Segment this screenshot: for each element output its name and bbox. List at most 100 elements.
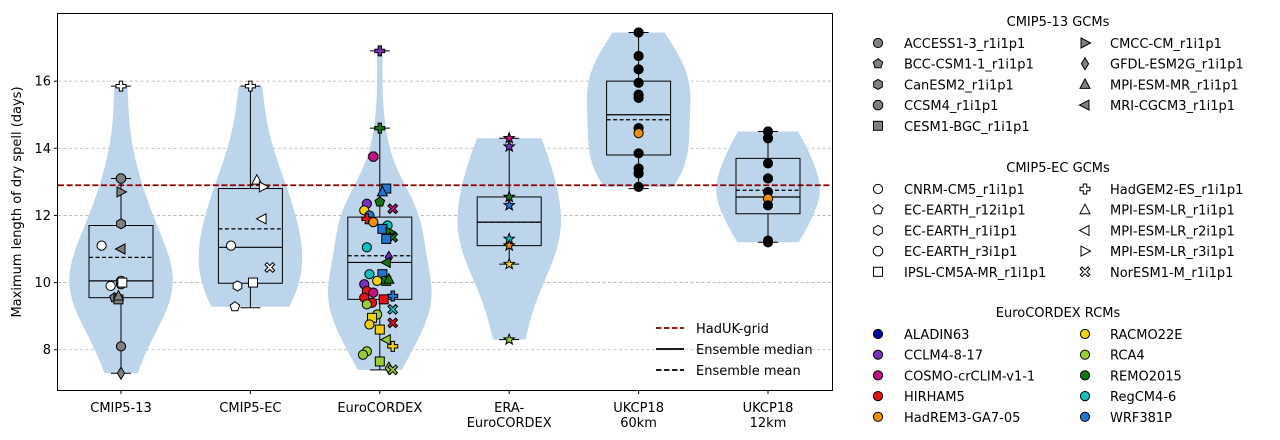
data-point [633, 168, 644, 179]
data-point [633, 148, 644, 159]
line-legend: HadUK-grid Ensemble median Ensemble mean [656, 322, 813, 379]
data-point [264, 261, 276, 273]
legend-marker [1079, 203, 1091, 215]
violin [198, 86, 303, 307]
x-tick-label: EuroCORDEX [467, 416, 552, 431]
plot-frame [57, 13, 833, 391]
legend-marker [872, 99, 884, 111]
legend-item-label: CanESM2_r1i1p1 [904, 78, 1014, 93]
y-tick-label: 16 [34, 75, 51, 90]
legend-marker [873, 120, 883, 131]
data-point [364, 269, 375, 280]
x-tick-label: UKCP18 [743, 401, 794, 416]
data-point [115, 80, 127, 92]
legend-marker [1079, 77, 1091, 89]
x-tick-label: UKCP18 [613, 401, 664, 416]
model-legend: CMIP5-13 GCMs ACCESS1-3_r1i1p1 BCC-CSM1-1_… [872, 15, 1244, 426]
x-tick-label: ERA- [494, 401, 524, 416]
data-point [105, 280, 116, 292]
data-point [115, 173, 127, 184]
data-point [383, 272, 395, 284]
data-point [379, 256, 391, 269]
data-point [112, 289, 125, 301]
legend-marker [872, 204, 884, 215]
data-point [361, 242, 372, 253]
legend-item-label: GFDL-ESM2G_r1i1p1 [1110, 58, 1244, 73]
data-point [387, 203, 399, 215]
legend-marker [872, 391, 884, 402]
data-point [96, 240, 107, 251]
legend-item-label: HadGEM2-ES_r1i1p1 [1110, 183, 1243, 198]
legend-marker [1079, 183, 1091, 195]
legend-marker [1080, 37, 1092, 49]
data-point [762, 173, 774, 184]
legend-marker [873, 224, 883, 236]
legend-item-label: ALADIN63 [904, 328, 969, 343]
data-point [376, 185, 389, 197]
violin [69, 86, 173, 374]
legend-item-label: RegCM4-6 [1110, 390, 1176, 405]
legend-item-label: EC-EARTH_r1i1p1 [904, 224, 1017, 239]
data-point [387, 303, 399, 315]
data-point [244, 80, 256, 92]
legend-item-label: MPI-ESM-LR_r2i1p1 [1110, 224, 1235, 239]
data-point [502, 139, 516, 153]
legend-item-label: MRI-CGCM3_r1i1p1 [1110, 99, 1235, 114]
legend-marker [872, 370, 884, 381]
y-axis-label: Maximum length of dry spell (days) [10, 86, 25, 317]
x-tick-label: 60km [620, 416, 657, 431]
legend-item-label: CNRM-CM5_r1i1p1 [904, 183, 1025, 198]
y-gridlines [58, 80, 832, 351]
legend-item-label: COSMO-crCLIM-v1-1 [904, 369, 1035, 384]
data-point [368, 151, 379, 162]
data-point [374, 45, 386, 57]
data-point [377, 223, 388, 234]
legend-item-label: RCA4 [1110, 349, 1145, 364]
legend-marker [872, 37, 884, 49]
legend-marker [872, 183, 884, 195]
legend-marker [1079, 349, 1091, 360]
legend-item-label: CCSM4_r1i1p1 [904, 99, 998, 114]
data-point [387, 290, 399, 302]
y-axis: 8 10 12 14 16 [34, 75, 58, 358]
data-point [387, 340, 399, 352]
data-point [229, 301, 241, 312]
legend-marker [1078, 224, 1090, 237]
data-point [357, 349, 369, 360]
data-point [117, 277, 128, 288]
legend-item-label: MPI-ESM-LR_r3i1p1 [1110, 245, 1235, 260]
legend-marker [1079, 411, 1091, 422]
data-point [633, 92, 644, 104]
violin [586, 32, 691, 187]
legend-marker [872, 349, 884, 360]
data-point [633, 50, 644, 62]
legend-marker [1079, 391, 1091, 402]
legend-marker [1079, 328, 1091, 340]
legend-item-label: CESM1-BGC_r1i1p1 [904, 120, 1030, 135]
x-tick-label: 12km [750, 416, 787, 431]
y-tick-label: 10 [34, 276, 51, 291]
data-point [762, 237, 774, 248]
legend-item-label: CMCC-CM_r1i1p1 [1110, 37, 1222, 52]
data-point [633, 64, 644, 75]
data-point [361, 299, 372, 310]
data-point [502, 332, 516, 346]
legend-item-label: NorESM1-M_r1i1p1 [1110, 266, 1233, 281]
data-point [372, 275, 383, 286]
legend-marker [1079, 266, 1091, 278]
y-tick-label: 8 [43, 343, 51, 358]
legend-item-label: MPI-ESM-MR_r1i1p1 [1110, 78, 1239, 93]
data-point [368, 217, 379, 228]
legend-item-label: CCLM4-8-17 [904, 349, 983, 364]
legend-marker [1079, 370, 1091, 381]
data-point [633, 77, 644, 88]
data-point [247, 277, 258, 288]
legend-marker [872, 58, 884, 69]
legend-item-label: RACMO22E [1110, 328, 1182, 343]
data-point [115, 341, 127, 352]
legend-marker [873, 78, 883, 90]
legend-group-title: CMIP5-13 GCMs [1007, 15, 1110, 30]
data-point [368, 287, 379, 298]
data-point [502, 257, 516, 270]
